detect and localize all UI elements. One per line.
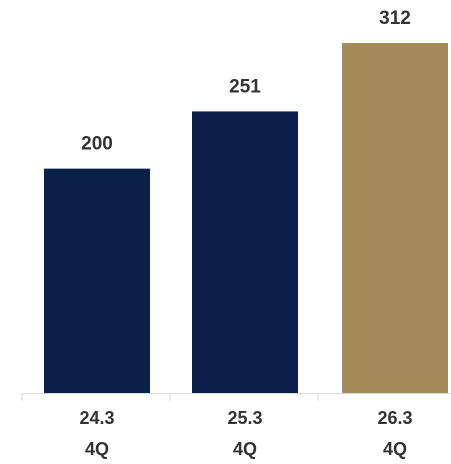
bars-layer (44, 43, 448, 393)
data-labels-layer: 200 251 312 (81, 8, 411, 155)
x-tick-labels: 24.3 4Q 25.3 4Q 26.3 4Q (79, 408, 412, 459)
x-tick-label-2-0: 26.3 (377, 408, 412, 428)
data-label-1: 251 (229, 76, 261, 97)
x-axis (21, 393, 451, 401)
x-tick-label-2-1: 4Q (383, 439, 407, 459)
x-tick-label-1-0: 25.3 (227, 408, 262, 428)
data-label-2: 312 (379, 8, 411, 29)
x-tick-label-0-0: 24.3 (79, 408, 114, 428)
x-tick-label-0-1: 4Q (85, 439, 109, 459)
data-label-0: 200 (81, 134, 113, 155)
bar-1 (192, 111, 298, 393)
bar-0 (44, 168, 150, 393)
x-tick-label-1-1: 4Q (233, 439, 257, 459)
bar-2 (342, 43, 448, 393)
